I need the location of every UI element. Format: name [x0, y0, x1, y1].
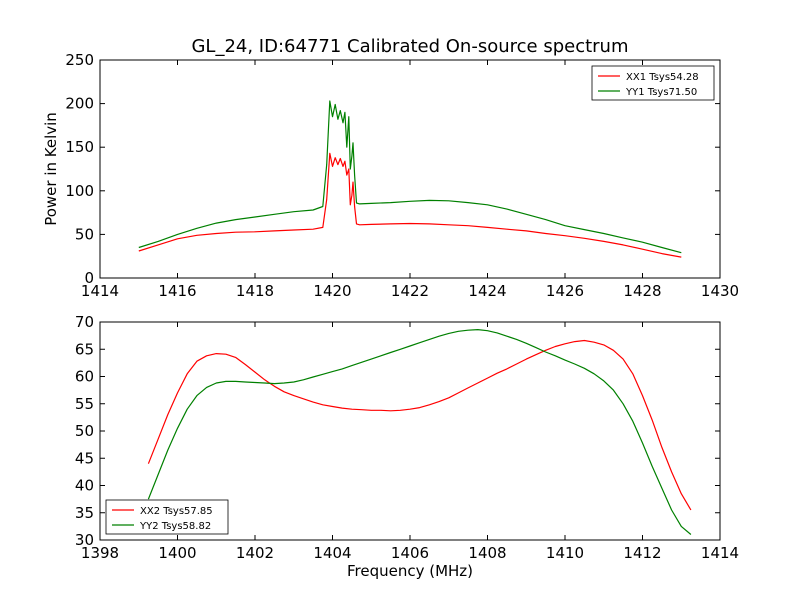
bottom-y-tick-label: 40 [75, 477, 94, 495]
bottom-legend: XX2 Tsys57.85 YY2 Tsys58.82 [105, 499, 229, 535]
top-y-tick-label: 50 [75, 225, 94, 243]
x-axis-label: Frequency (MHz) [347, 562, 473, 580]
top-x-tick-label: 1430 [701, 282, 739, 300]
bottom-y-tick-label: 45 [75, 449, 94, 467]
top-x-tick-label: 1422 [391, 282, 429, 300]
bottom-x-tick-label: 1410 [546, 544, 584, 562]
top-y-tick-label: 150 [65, 138, 94, 156]
bottom-x-tick-label: 1400 [158, 544, 196, 562]
figure-title: GL_24, ID:64771 Calibrated On-source spe… [191, 36, 628, 57]
top-x-tick-label: 1414 [81, 282, 119, 300]
bottom-spectrum-panel: 1398 1400 1402 1404 1406 1408 1410 1412 1414 30 35… [75, 313, 739, 562]
top-legend-label-2: YY1 Tsys71.50 [625, 87, 697, 98]
bottom-y-tick-label: 65 [75, 340, 94, 358]
top-x-tick-label: 1428 [623, 282, 661, 300]
bottom-legend-label-2: YY2 Tsys58.82 [139, 521, 211, 532]
top-x-tick-label: 1416 [158, 282, 196, 300]
bottom-x-tick-label: 1408 [468, 544, 506, 562]
bottom-x-tick-label: 1404 [313, 544, 351, 562]
top-spectrum-panel: 1414 1416 1418 1420 1422 1424 1426 1428 1430 0 50 1… [42, 51, 739, 300]
bottom-y-tick-label: 55 [75, 395, 94, 413]
bottom-x-tick-label: 1398 [81, 544, 119, 562]
bottom-x-tick-label: 1414 [701, 544, 739, 562]
top-x-tick-label: 1426 [546, 282, 584, 300]
bottom-series-line-1 [147, 339, 692, 511]
top-y-axis-label: Power in Kelvin [42, 112, 60, 226]
top-y-tick-label: 100 [65, 182, 94, 200]
bottom-axis-ticks: 1398 1400 1402 1404 1406 1408 1410 1412 1414 30 35… [75, 313, 739, 562]
bottom-y-tick-label: 30 [75, 531, 94, 549]
bottom-series-line-2 [147, 329, 692, 535]
top-legend-box [591, 65, 715, 101]
bottom-legend-label-1: XX2 Tsys57.85 [140, 506, 213, 517]
top-legend-label-1: XX1 Tsys54.28 [626, 72, 699, 83]
top-axis-ticks: 1414 1416 1418 1420 1422 1424 1426 1428 1430 0 50 1… [65, 51, 739, 300]
bottom-legend-box [105, 499, 229, 535]
bottom-series-lines [147, 329, 692, 535]
top-y-tick-label: 0 [84, 269, 94, 287]
bottom-x-tick-label: 1402 [236, 544, 274, 562]
bottom-x-tick-label: 1412 [623, 544, 661, 562]
bottom-y-tick-label: 35 [75, 504, 94, 522]
top-series-line-2 [138, 100, 682, 254]
top-series-lines [138, 100, 682, 258]
bottom-y-tick-label: 70 [75, 313, 94, 331]
top-x-tick-label: 1420 [313, 282, 351, 300]
top-legend: XX1 Tsys54.28 YY1 Tsys71.50 [591, 65, 715, 101]
top-x-tick-label: 1424 [468, 282, 506, 300]
top-y-tick-label: 250 [65, 51, 94, 69]
top-series-line-1 [138, 152, 682, 258]
bottom-y-tick-label: 60 [75, 368, 94, 386]
top-y-tick-label: 200 [65, 95, 94, 113]
bottom-x-tick-label: 1406 [391, 544, 429, 562]
top-x-tick-label: 1418 [236, 282, 274, 300]
bottom-y-tick-label: 50 [75, 422, 94, 440]
